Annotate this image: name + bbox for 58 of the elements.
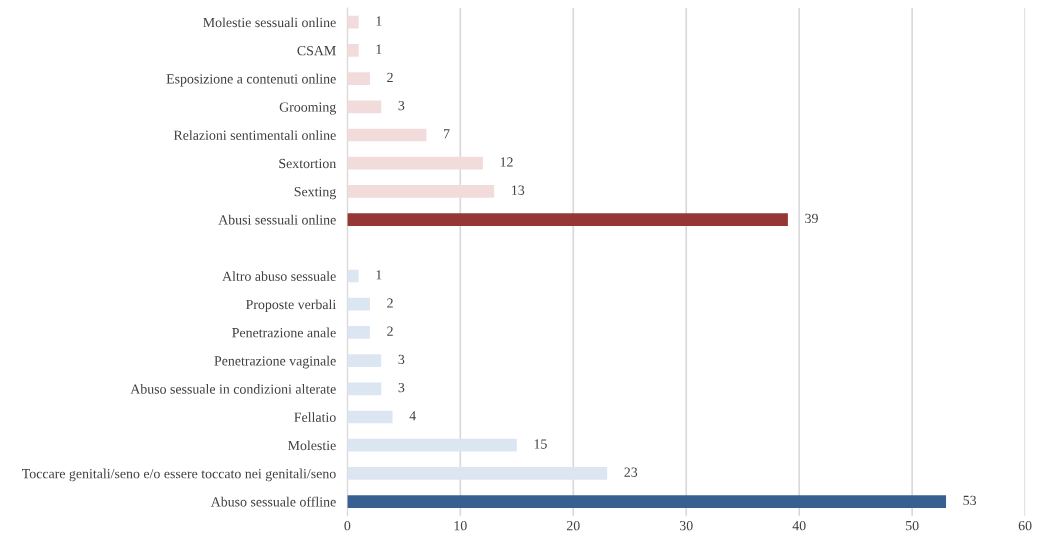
bar — [347, 382, 382, 396]
y-tick-label: Fellatio — [294, 412, 336, 422]
y-tick-label: Sextortion — [279, 158, 337, 169]
bar — [347, 213, 788, 226]
bar — [347, 269, 359, 283]
y-tick-label: Grooming — [279, 102, 336, 115]
y-tick-label: Toccare genitali/seno e/o essere toccato nei genitali/seno — [22, 468, 336, 482]
bar — [347, 100, 382, 114]
bar — [347, 156, 483, 170]
y-tick-label: Molestie — [288, 440, 336, 451]
bar — [347, 438, 517, 452]
data-label: 13 — [512, 185, 525, 195]
x-tick-label: 20 — [566, 520, 580, 531]
y-tick-label: Molestie sessuali online — [203, 17, 336, 28]
x-tick-label: 40 — [792, 520, 806, 531]
data-label: 1 — [376, 44, 382, 54]
y-tick-label: Penetrazione anale — [232, 327, 336, 338]
data-label: 3 — [398, 100, 405, 111]
y-tick-label: Proposte verbali — [246, 299, 336, 312]
data-label: 23 — [624, 467, 638, 477]
data-label: 7 — [444, 129, 450, 139]
x-tick-label: 50 — [906, 520, 919, 531]
bar — [347, 44, 359, 57]
bar — [347, 297, 370, 311]
data-label: 4 — [409, 411, 416, 421]
data-label: 12 — [500, 157, 513, 167]
data-label: 2 — [387, 72, 393, 82]
bar — [347, 72, 370, 85]
bar — [347, 185, 495, 198]
x-tick-label: 60 — [1018, 520, 1032, 531]
bar — [347, 467, 608, 480]
y-tick-label: Abusi sessuali online — [218, 214, 336, 225]
bar — [347, 495, 947, 508]
data-label: 2 — [387, 298, 393, 308]
data-label: 1 — [376, 16, 382, 26]
y-tick-label: Penetrazione vaginale — [214, 355, 336, 369]
data-label: 39 — [805, 213, 818, 224]
x-tick-label: 0 — [344, 520, 351, 531]
y-tick-label: Altro abuso sessuale — [222, 271, 336, 281]
y-tick-label: CSAM — [297, 46, 336, 56]
y-tick-label: Relazioni sentimentali online — [173, 130, 336, 140]
y-tick-label: Abuso sessuale in condizioni alterate — [130, 383, 336, 394]
data-label: 2 — [387, 326, 393, 336]
data-label: 53 — [963, 495, 977, 506]
data-label: 15 — [534, 439, 547, 449]
y-tick-label: Sexting — [294, 187, 336, 200]
bar — [347, 410, 393, 424]
x-tick-label: 30 — [679, 520, 693, 531]
bar — [347, 354, 382, 367]
bar — [347, 326, 370, 339]
data-label: 1 — [376, 270, 382, 280]
bar — [347, 15, 359, 29]
y-tick-label: Esposizione a contenuti online — [166, 73, 336, 87]
data-label: 3 — [398, 354, 405, 365]
bar — [347, 128, 427, 142]
y-tick-label: Abuso sessuale offline — [210, 496, 336, 507]
data-label: 3 — [398, 382, 405, 393]
x-tick-label: 10 — [454, 520, 467, 531]
